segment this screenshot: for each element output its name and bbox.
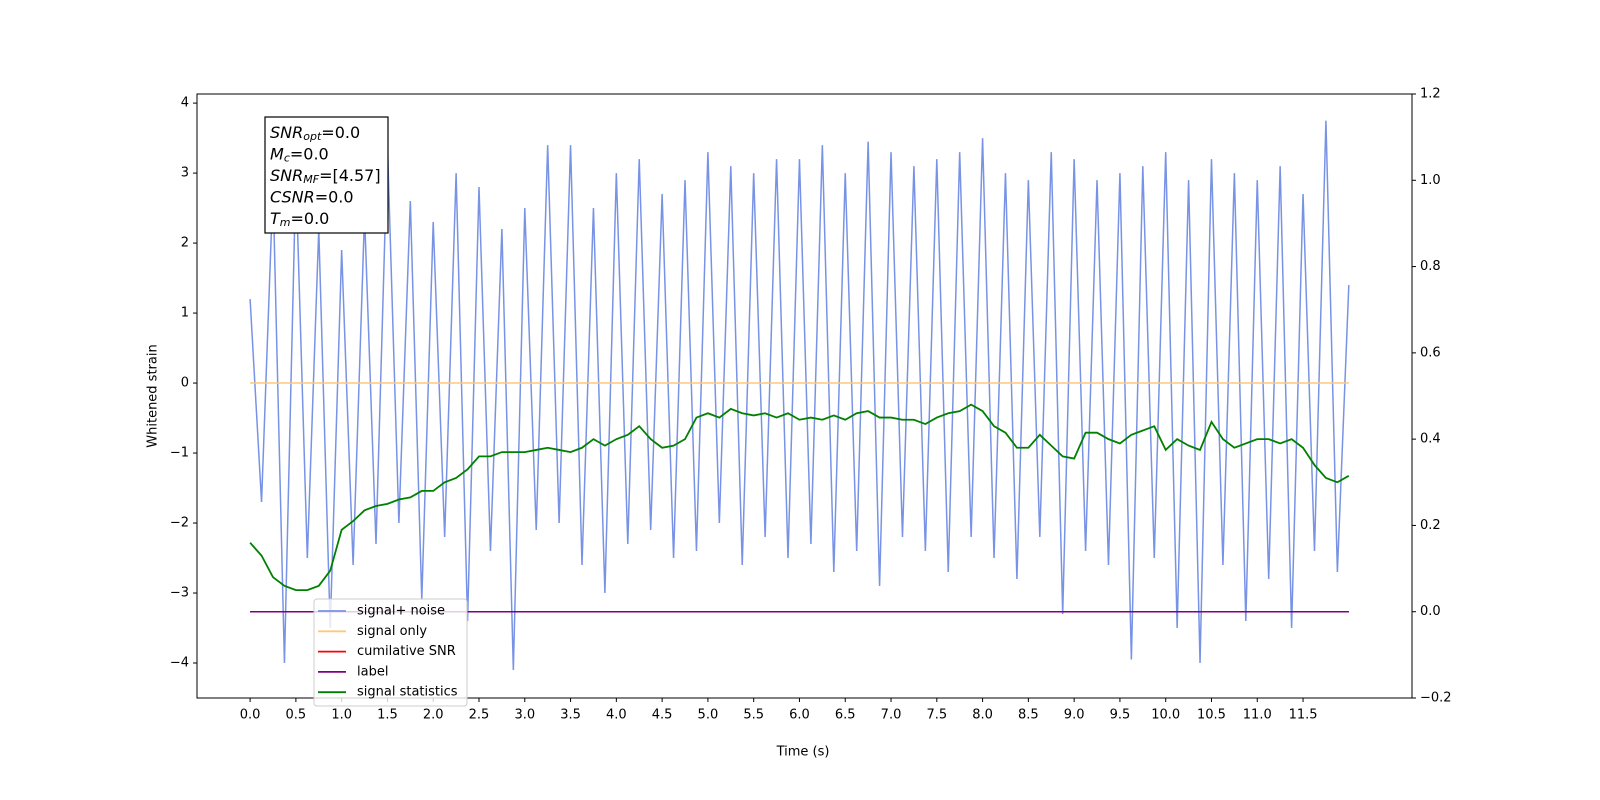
legend-box <box>313 598 468 707</box>
annotation-subscript: opt <box>303 130 322 143</box>
y-axis-label: Whitened strain <box>146 344 161 447</box>
annotation-line: SNRopt=0.0 <box>270 123 360 144</box>
x-tick-label: 1.0 <box>331 708 352 723</box>
plot-frame <box>196 93 1413 699</box>
x-tick-label: 6.5 <box>835 708 856 723</box>
y-tick-label: 0 <box>181 376 189 391</box>
x-tick-label: 3.0 <box>514 708 535 723</box>
x-tick-label: 7.0 <box>881 708 902 723</box>
y2-tick-label: −0.2 <box>1420 691 1452 706</box>
x-tick-label: 10.0 <box>1151 708 1180 723</box>
x-tick-label: 9.0 <box>1064 708 1085 723</box>
x-tick-label: 0.0 <box>240 708 261 723</box>
annotation-value: =0.0 <box>290 144 329 163</box>
y-tick-label: 2 <box>181 236 189 251</box>
x-tick-label: 11.5 <box>1289 708 1318 723</box>
x-tick-label: 7.5 <box>926 708 947 723</box>
annotation-line: Tm=0.0 <box>270 209 329 230</box>
y-tick-label: 1 <box>181 306 189 321</box>
x-axis-label: Time (s) <box>776 745 830 760</box>
x-tick-label: 4.0 <box>606 708 627 723</box>
x-tick-label: 1.5 <box>377 708 398 723</box>
y2-tick-label: 0.4 <box>1420 432 1441 447</box>
annotation-line: Mc=0.0 <box>270 144 329 165</box>
annotation-symbol: SNR <box>270 123 303 142</box>
annotation: SNRopt=0.0Mc=0.0SNRMF=[4.57]CSNR=0.0Tm=0… <box>264 116 389 234</box>
annotation-value: =0.0 <box>291 209 330 228</box>
x-tick-label: 9.5 <box>1110 708 1131 723</box>
series-line <box>249 120 1350 671</box>
x-tick-label: 8.5 <box>1018 708 1039 723</box>
x-tick-label: 10.5 <box>1197 708 1226 723</box>
annotation-symbol: T <box>270 209 281 228</box>
legend-label: signal statistics <box>357 685 458 700</box>
annotation-value: =0.0 <box>315 187 354 206</box>
series-line <box>249 403 1350 592</box>
annotation-symbol: SNR <box>270 166 303 185</box>
annotation-value: =0.0 <box>321 123 360 142</box>
annotation-subscript: MF <box>303 173 319 186</box>
legend-label: label <box>357 664 388 679</box>
x-tick-label: 2.5 <box>469 708 490 723</box>
legend: signal+ noise signal only cumilative SNR la… <box>313 598 468 707</box>
y2-tick-label: 1.2 <box>1420 87 1441 102</box>
x-tick-label: 6.0 <box>789 708 810 723</box>
annotation-line: SNRMF=[4.57] <box>270 166 381 187</box>
legend-label: signal+ noise <box>357 604 445 619</box>
x-tick-label: 5.5 <box>743 708 764 723</box>
y-tick-label: −4 <box>170 656 189 671</box>
y-tick-label: −1 <box>170 446 189 461</box>
y2-tick-label: 0.6 <box>1420 345 1441 360</box>
y2-tick-label: 0.8 <box>1420 259 1441 274</box>
x-tick-label: 0.5 <box>286 708 307 723</box>
annotation-line: CSNR=0.0 <box>270 187 354 206</box>
x-tick-label: 11.0 <box>1243 708 1272 723</box>
y-tick-label: 3 <box>181 166 189 181</box>
y-tick-label: 4 <box>181 96 189 111</box>
annotation-subscript: m <box>280 216 291 229</box>
x-tick-label: 3.5 <box>560 708 581 723</box>
x-tick-label: 2.0 <box>423 708 444 723</box>
x-tick-label: 4.5 <box>652 708 673 723</box>
annotation-value: =[4.57] <box>319 166 381 185</box>
y-tick-label: −2 <box>170 516 189 531</box>
x-tick-label: 5.0 <box>698 708 719 723</box>
legend-label: cumilative SNR <box>357 644 456 659</box>
y2-tick-label: 0.0 <box>1420 604 1441 619</box>
annotation-symbol: CSNR <box>270 187 315 206</box>
annotation-box <box>264 116 389 234</box>
annotation-subscript: c <box>284 152 290 165</box>
y2-tick-label: 0.2 <box>1420 518 1441 533</box>
annotation-symbol: M <box>270 144 284 163</box>
y-tick-label: −3 <box>170 586 189 601</box>
legend-label: signal only <box>357 624 427 639</box>
y2-tick-label: 1.0 <box>1420 173 1441 188</box>
x-tick-label: 8.0 <box>972 708 993 723</box>
